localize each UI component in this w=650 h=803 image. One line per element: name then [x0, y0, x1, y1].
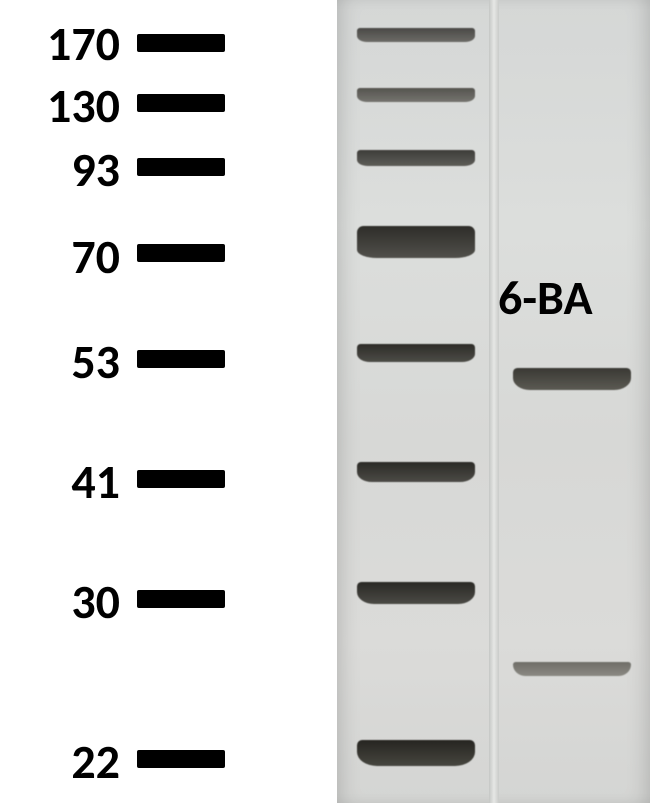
mw-tick: [137, 750, 225, 768]
gel-band: [357, 150, 475, 166]
mw-label: 130: [10, 76, 120, 135]
gel-band: [513, 662, 631, 676]
mw-label: 41: [10, 452, 120, 511]
mw-label: 93: [10, 140, 120, 199]
gel-area: [337, 0, 650, 803]
gel-band: [357, 226, 475, 258]
mw-tick: [137, 158, 225, 176]
gel-band: [513, 368, 631, 390]
gel-band: [357, 28, 475, 42]
gel-band: [357, 344, 475, 362]
gel-band: [357, 88, 475, 102]
mw-label: 53: [10, 332, 120, 391]
mw-tick: [137, 470, 225, 488]
lane-divider: [489, 0, 499, 803]
mw-tick: [137, 590, 225, 608]
mw-label: 170: [10, 14, 120, 73]
gel-band: [357, 582, 475, 604]
mw-label: 30: [10, 572, 120, 631]
mw-label: 70: [10, 227, 120, 286]
mw-label: 22: [10, 732, 120, 791]
gel-figure: 17013093 70 53 41 30 22 6-BA: [0, 0, 650, 803]
gel-band: [357, 740, 475, 766]
gel-band: [357, 462, 475, 482]
mw-tick: [137, 34, 225, 52]
mw-tick: [137, 244, 225, 262]
sample-label: 6-BA: [498, 268, 593, 327]
mw-tick: [137, 94, 225, 112]
mw-tick: [137, 350, 225, 368]
